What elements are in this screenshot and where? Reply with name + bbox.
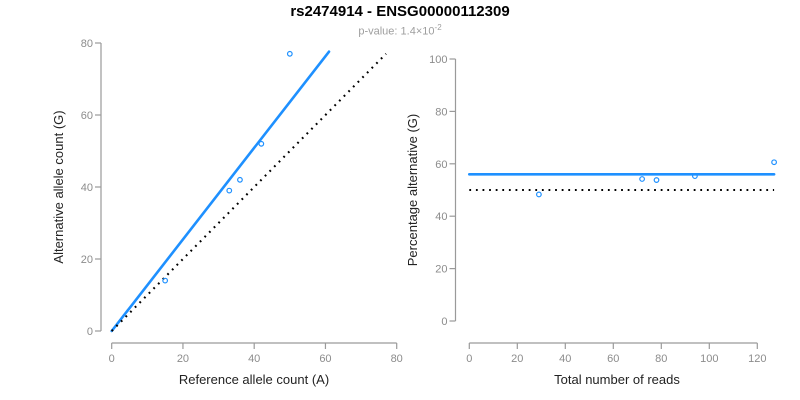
data-point: [258, 140, 265, 147]
x-tick-label: 40: [248, 353, 260, 365]
x-tick-label: 100: [700, 353, 718, 365]
y-tick-label: 60: [435, 159, 447, 171]
data-point: [237, 176, 243, 183]
x-tick-label: 20: [177, 353, 189, 365]
data-point: [536, 191, 542, 198]
data-point: [639, 176, 645, 182]
y-tick-label: 100: [429, 54, 447, 66]
data-point: [692, 173, 698, 180]
figure-subtitle: p-value: 1.4×10-2: [0, 23, 800, 38]
left-scatter-plot: Reference allele count (A) Alternative a…: [51, 38, 403, 387]
p-value-mantissa: 1.4: [400, 25, 416, 38]
y-tick-label: 80: [435, 106, 447, 118]
x-tick-label: 80: [391, 353, 403, 365]
p-value-exponent: -2: [434, 23, 442, 32]
x-tick-label: 0: [466, 353, 472, 365]
data-point: [653, 177, 660, 183]
x-tick-label: 40: [559, 353, 571, 365]
x-tick-label: 60: [607, 353, 619, 365]
y-tick-label: 20: [435, 264, 447, 276]
y-tick-label: 60: [81, 110, 93, 122]
fit-line: [110, 50, 331, 333]
p-value-base: 10: [422, 25, 435, 38]
x-tick-label: 0: [109, 353, 115, 365]
x-tick-label: 80: [655, 353, 667, 365]
y-tick-label: 0: [441, 316, 447, 328]
right-scatter-plot: Total number of reads Percentage alterna…: [405, 54, 777, 387]
figure-title: rs2474914 - ENSG00000112309: [290, 3, 510, 20]
x-tick-label: 120: [748, 353, 766, 365]
data-point: [286, 50, 293, 57]
x-tick-label: 60: [319, 353, 331, 365]
data-point: [162, 277, 169, 284]
right-plot-layer: 0 20 40 60 80 100 120 0 20 40 60 80 100: [429, 54, 777, 365]
y-tick-label: 0: [87, 326, 93, 338]
left-x-axis-title: Reference allele count (A): [179, 372, 329, 387]
data-point: [771, 159, 777, 166]
identity-line: [110, 53, 387, 332]
y-tick-label: 40: [81, 182, 93, 194]
x-tick-label: 20: [511, 353, 523, 365]
left-y-axis-title: Alternative allele count (G): [51, 110, 66, 263]
times-sign: ×: [415, 25, 423, 38]
y-tick-label: 80: [81, 38, 93, 50]
y-tick-label: 40: [435, 211, 447, 223]
y-tick-label: 20: [81, 254, 93, 266]
right-y-axis-title: Percentage alternative (G): [405, 114, 420, 266]
right-x-axis-title: Total number of reads: [554, 372, 680, 387]
p-value-label: p-value:: [358, 25, 401, 38]
left-plot-layer: 0 20 40 60 80 0 20 40 60 80: [81, 38, 403, 365]
data-point: [226, 187, 233, 194]
